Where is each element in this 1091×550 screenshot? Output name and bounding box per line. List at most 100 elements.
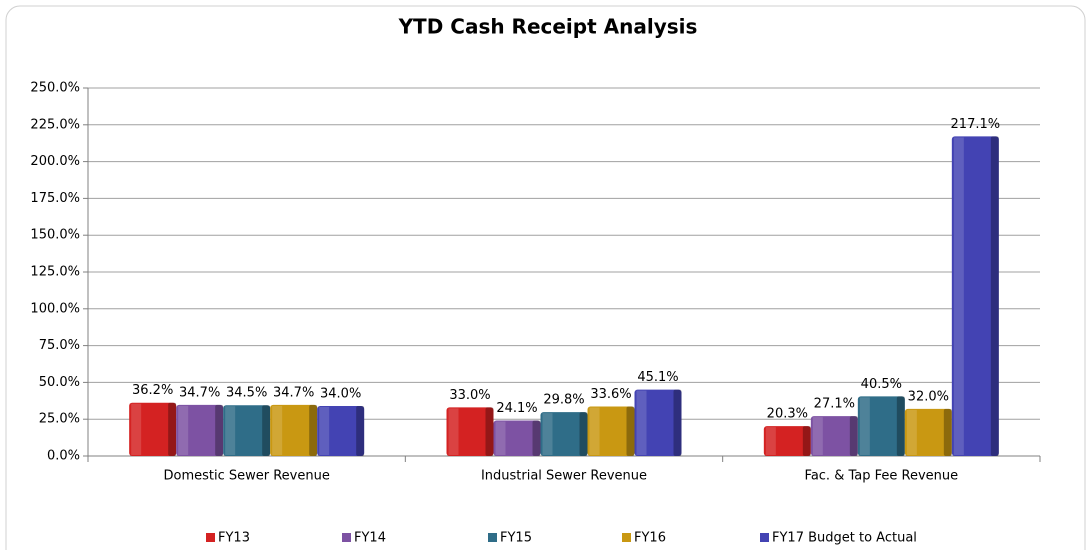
value-label: 34.7% [179,385,220,400]
value-label: 36.2% [132,383,173,398]
chart-title: YTD Cash Receipt Analysis [398,15,698,39]
y-tick-label: 50.0% [39,375,80,390]
y-tick-label: 75.0% [39,338,80,353]
bar-highlight [225,406,236,455]
bar [763,426,811,456]
bar [540,412,588,456]
value-label: 33.0% [449,388,490,403]
bar-highlight [178,405,189,455]
bar [493,420,541,456]
legend-label: FY13 [218,531,250,546]
x-tick-label: Fac. & Tap Fee Revenue [805,469,959,484]
bar [857,396,905,456]
y-tick-label: 200.0% [30,154,80,169]
value-label: 217.1% [951,117,1001,132]
bar-face [446,407,494,456]
y-tick-label: 125.0% [30,265,80,280]
bar [904,408,952,456]
bar-highlight [319,406,330,455]
bar [446,407,494,456]
value-label: 33.6% [590,387,631,402]
value-label: 40.5% [861,377,902,392]
value-label: 34.0% [320,386,361,401]
bar-face [317,405,365,456]
bar-face [810,416,858,456]
bar-face [634,389,682,456]
bar-face [223,405,271,456]
bar-face [270,404,318,456]
y-tick-label: 250.0% [30,81,80,96]
legend-swatch [206,533,215,542]
bar-face [540,412,588,456]
bar [176,404,224,456]
bar [810,416,858,456]
bar [223,405,271,456]
bar-highlight [131,403,142,455]
bar-side [626,406,635,456]
value-label: 45.1% [637,370,678,385]
value-label: 24.1% [496,401,537,416]
y-tick-label: 0.0% [47,449,80,464]
bar-highlight [906,409,917,455]
bar-face [904,408,952,456]
value-label: 32.0% [908,389,949,404]
bar-side [896,396,905,456]
bar-face [176,404,224,456]
legend-swatch [760,533,769,542]
x-tick-label: Domestic Sewer Revenue [163,469,329,484]
bar-side [356,405,365,456]
y-tick-label: 25.0% [39,412,80,427]
value-label: 27.1% [814,397,855,412]
bar [634,389,682,456]
bar-highlight [589,407,600,455]
y-tick-label: 150.0% [30,228,80,243]
bar-side [802,426,811,456]
value-label: 34.5% [226,386,267,401]
bar-face [763,426,811,456]
legend-label: FY14 [354,531,386,546]
bar [129,402,177,456]
bar-highlight [448,408,459,455]
bar-highlight [953,137,964,455]
bar-side [215,404,224,456]
bar-face [129,402,177,456]
value-label: 20.3% [767,407,808,422]
legend-label: FY16 [634,531,666,546]
bar-highlight [765,427,776,455]
bar-side [990,136,999,456]
bar-highlight [495,421,506,455]
bar-face [857,396,905,456]
y-tick-label: 175.0% [30,191,80,206]
legend-label: FY15 [500,531,532,546]
bar-highlight [272,405,283,455]
bar-side [673,389,682,456]
bar-face [951,136,999,456]
bar [951,136,999,456]
bar [587,406,635,456]
bar-side [943,408,952,456]
bar-face [587,406,635,456]
bar-side [532,420,541,456]
bar-highlight [812,417,823,455]
bar [317,405,365,456]
y-tick-label: 100.0% [30,301,80,316]
legend-label: FY17 Budget to Actual [772,531,917,546]
legend-swatch [488,533,497,542]
bar-side [849,416,858,456]
bar-highlight [542,413,553,455]
bar-side [579,412,588,456]
bar-face [493,420,541,456]
bar-side [309,404,318,456]
bar-highlight [859,397,870,455]
value-label: 34.7% [273,385,314,400]
legend-swatch [622,533,631,542]
x-tick-label: Industrial Sewer Revenue [481,469,647,484]
legend-swatch [342,533,351,542]
bar-side [168,402,177,456]
value-label: 29.8% [543,393,584,408]
bar-side [485,407,494,456]
bar-side [262,405,271,456]
bar [270,404,318,456]
bar-highlight [636,390,647,455]
